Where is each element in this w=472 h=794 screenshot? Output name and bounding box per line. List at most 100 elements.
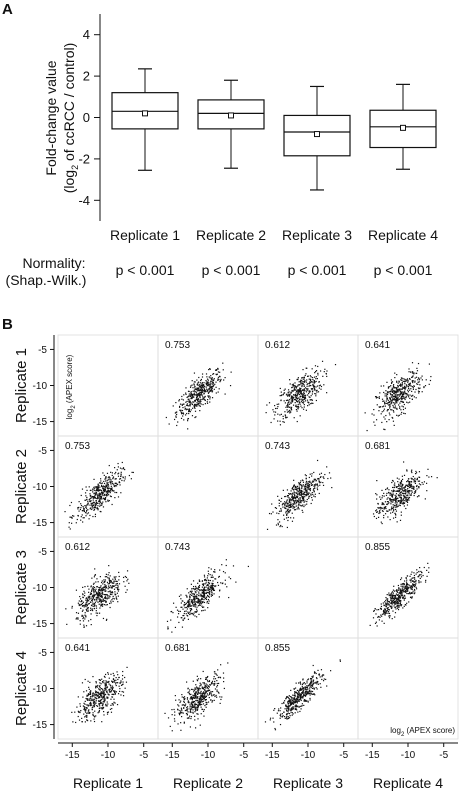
- scatter-point: [299, 500, 301, 502]
- scatter-point: [206, 388, 208, 390]
- scatter-point: [398, 602, 400, 604]
- scatter-point: [183, 722, 185, 724]
- scatter-point: [101, 704, 103, 706]
- scatter-point: [315, 390, 317, 392]
- scatter-point: [206, 685, 208, 687]
- scatter-point: [398, 489, 400, 492]
- scatter-point: [211, 586, 214, 588]
- scatter-point: [186, 601, 188, 604]
- scatter-point: [411, 380, 413, 382]
- scatter-point: [285, 394, 288, 396]
- scatter-point: [165, 416, 167, 419]
- scatter-point: [276, 512, 278, 514]
- scatter-point: [407, 391, 409, 393]
- scatter-point: [188, 412, 190, 415]
- scatter-point: [112, 704, 114, 706]
- scatter-point: [303, 381, 306, 383]
- scatter-point: [300, 705, 302, 707]
- scatter-point: [85, 597, 88, 599]
- scatter-point: [374, 622, 377, 624]
- scatter-point: [191, 594, 193, 597]
- scatter-point: [193, 601, 195, 603]
- scatter-point: [122, 468, 125, 470]
- scatter-point: [186, 403, 189, 405]
- scatter-point: [105, 680, 107, 682]
- scatter-point: [276, 407, 278, 410]
- scatter-point: [173, 418, 176, 421]
- scatter-point: [84, 700, 86, 703]
- scatter-point: [198, 585, 200, 588]
- scatter-point: [99, 499, 101, 501]
- scatter-point: [323, 674, 325, 676]
- scatter-point: [85, 506, 87, 508]
- scatter-point: [102, 697, 104, 699]
- scatter-point: [298, 393, 301, 396]
- scatter-point: [296, 500, 298, 502]
- scatter-point: [397, 399, 399, 401]
- scatter-point: [196, 698, 198, 700]
- scatter-point: [212, 373, 215, 375]
- scatter-point: [108, 487, 110, 489]
- scatter-point: [394, 616, 396, 618]
- scatter-point: [192, 601, 194, 603]
- scatter-point: [303, 391, 305, 393]
- scatter-point: [303, 488, 305, 490]
- scatter-point: [412, 585, 414, 587]
- scatter-point: [298, 482, 301, 485]
- scatter-point: [107, 477, 109, 479]
- scatter-point: [117, 475, 120, 477]
- scatter-point: [114, 485, 116, 488]
- scatter-point: [392, 597, 394, 600]
- scatter-point: [301, 407, 303, 409]
- scatter-point: [186, 713, 189, 715]
- scatter-point: [400, 496, 402, 499]
- scatter-point: [97, 502, 99, 504]
- scatter-point: [167, 626, 169, 628]
- scatter-point: [401, 393, 403, 396]
- scatter-point: [77, 508, 79, 510]
- scatter-point: [419, 567, 421, 569]
- scatter-point: [287, 496, 289, 498]
- scatter-point: [114, 692, 116, 694]
- scatter-point: [413, 581, 415, 583]
- scatter-point: [287, 516, 289, 519]
- scatter-cell-r3-c2: 0.743: [157, 536, 259, 639]
- scatter-point: [297, 711, 299, 713]
- scatter-point: [86, 712, 88, 714]
- scatter-point: [288, 391, 290, 393]
- scatter-point: [186, 608, 188, 610]
- scatter-point: [196, 595, 198, 597]
- scatter-point: [100, 600, 102, 602]
- scatter-point: [402, 401, 404, 403]
- scatter-point: [197, 693, 199, 696]
- scatter-point: [219, 371, 221, 373]
- scatter-point: [278, 403, 280, 405]
- scatter-point: [98, 589, 100, 591]
- scatter-point: [203, 597, 205, 599]
- scatter-point: [405, 491, 407, 493]
- scatter-point: [295, 495, 297, 497]
- scatter-point: [104, 579, 107, 581]
- scatter-point: [397, 488, 399, 490]
- scatter-point: [222, 672, 225, 674]
- scatter-point: [298, 700, 300, 702]
- scatter-point: [193, 588, 195, 590]
- scatter-point: [192, 396, 194, 399]
- a-y-axis-title: Fold-change value: [43, 60, 59, 175]
- scatter-point: [391, 401, 393, 403]
- scatter-point: [188, 395, 190, 397]
- scatter-point: [296, 493, 299, 495]
- scatter-point: [396, 374, 398, 376]
- scatter-point: [208, 582, 211, 584]
- scatter-point: [196, 611, 198, 613]
- scatter-point: [205, 586, 207, 588]
- scatter-point: [101, 504, 103, 506]
- scatter-point: [101, 484, 103, 486]
- scatter-point: [394, 391, 397, 394]
- scatter-point: [207, 585, 210, 587]
- scatter-point: [112, 693, 114, 695]
- scatter-point: [108, 677, 110, 679]
- scatter-point: [410, 588, 412, 590]
- scatter-point: [313, 682, 315, 684]
- scatter-point: [283, 400, 285, 402]
